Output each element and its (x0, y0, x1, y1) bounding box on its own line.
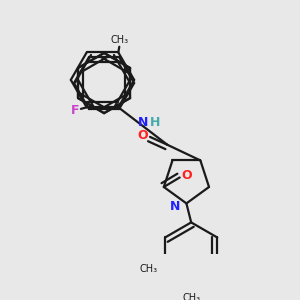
Text: H: H (150, 116, 161, 129)
Text: CH₃: CH₃ (111, 34, 129, 44)
Text: CH₃: CH₃ (182, 293, 200, 300)
Text: N: N (170, 200, 180, 213)
Text: F: F (71, 104, 80, 117)
Text: CH₃: CH₃ (139, 264, 157, 274)
Text: O: O (138, 129, 148, 142)
Text: N: N (138, 116, 149, 129)
Text: O: O (181, 169, 192, 182)
